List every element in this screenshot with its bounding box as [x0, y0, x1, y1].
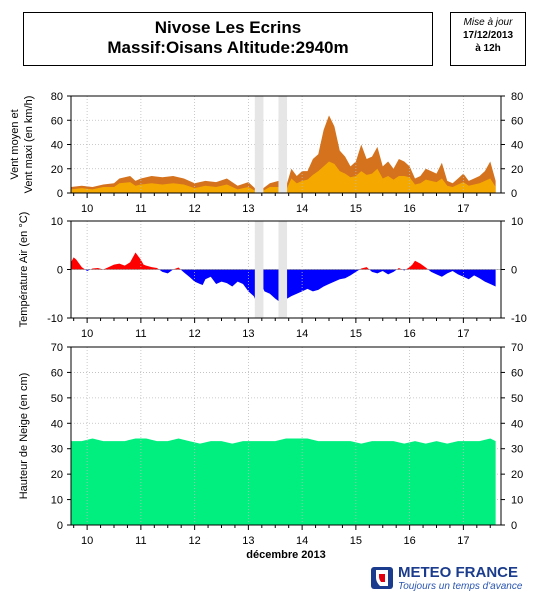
- y-tick-label: 60: [51, 367, 63, 379]
- panel-frame: [70, 346, 502, 526]
- y-tick-label: 0: [511, 188, 517, 200]
- y-tick-label: 20: [51, 164, 63, 176]
- x-tick-label: 16: [404, 203, 416, 215]
- x-tick-label: 14: [296, 203, 308, 215]
- x-tick-label: 13: [242, 203, 254, 215]
- x-tick-label: 14: [296, 535, 308, 547]
- station-title-box: Nivose Les Ecrins Massif:Oisans Altitude…: [23, 12, 433, 66]
- y-tick-label: 60: [511, 115, 523, 127]
- x-tick-label: 12: [189, 203, 201, 215]
- y-tick-label: 30: [51, 444, 63, 456]
- x-tick-label: 10: [81, 203, 93, 215]
- y-tick-label: 80: [51, 91, 63, 103]
- y-tick-label: 20: [51, 469, 63, 481]
- x-tick-label: 14: [296, 328, 308, 340]
- y-tick-label: 20: [511, 164, 523, 176]
- x-tick-label: 16: [404, 328, 416, 340]
- missing-data-band: [254, 96, 264, 193]
- y-tick-label: 0: [511, 265, 517, 277]
- y-axis-title: Vent maxi (en km/h): [23, 96, 35, 194]
- y-tick-label: 80: [511, 91, 523, 103]
- station-massif-altitude: Massif:Oisans Altitude:2940m: [107, 38, 349, 57]
- x-tick-label: 13: [242, 535, 254, 547]
- missing-data-band: [278, 96, 288, 193]
- y-tick-label: 0: [511, 520, 517, 532]
- y-tick-label: 10: [511, 216, 523, 228]
- y-tick-label: 40: [511, 418, 523, 430]
- x-tick-label: 10: [81, 535, 93, 547]
- update-label: Mise à jour: [463, 17, 513, 28]
- y-tick-label: 0: [57, 265, 63, 277]
- y-tick-label: 70: [51, 342, 63, 354]
- y-tick-label: 10: [511, 495, 523, 507]
- x-tick-label: 17: [457, 203, 469, 215]
- y-axis-title: Hauteur de Neige (en cm): [18, 373, 30, 500]
- x-tick-label: 17: [457, 328, 469, 340]
- y-tick-label: 40: [51, 418, 63, 430]
- brand-name: METEO FRANCE: [398, 564, 518, 581]
- x-tick-label: 15: [350, 203, 362, 215]
- update-date: 17/12/2013: [462, 30, 514, 41]
- station-name: Nivose Les Ecrins: [154, 18, 302, 37]
- y-tick-label: 10: [51, 495, 63, 507]
- update-time: à 12h: [475, 43, 501, 54]
- update-info-box: Mise à jour 17/12/2013 à 12h: [450, 12, 526, 66]
- x-tick-label: 10: [81, 328, 93, 340]
- plot-area: [71, 115, 496, 193]
- missing-data-band: [254, 221, 264, 318]
- y-tick-label: 40: [51, 140, 63, 152]
- series-area-0: [71, 115, 496, 193]
- y-axis-title: Vent moyen et: [9, 109, 21, 179]
- y-tick-label: 0: [57, 188, 63, 200]
- brand-tagline: Toujours un temps d'avance: [398, 581, 523, 592]
- x-tick-label: 12: [189, 328, 201, 340]
- x-tick-label: 13: [242, 328, 254, 340]
- missing-data-band: [278, 221, 288, 318]
- x-tick-label: 12: [189, 535, 201, 547]
- y-tick-label: 40: [511, 140, 523, 152]
- y-tick-label: 50: [511, 393, 523, 405]
- y-tick-label: 0: [57, 520, 63, 532]
- snow-depth-area: [71, 438, 496, 525]
- y-tick-label: 30: [511, 444, 523, 456]
- y-tick-label: 20: [511, 469, 523, 481]
- y-tick-label: 50: [51, 393, 63, 405]
- y-tick-label: 10: [51, 216, 63, 228]
- temperature-above-zero: [71, 252, 496, 270]
- x-tick-label: 15: [350, 535, 362, 547]
- y-tick-label: 60: [51, 115, 63, 127]
- y-tick-label: -10: [511, 313, 527, 325]
- y-tick-label: 70: [511, 342, 523, 354]
- brand: METEO FRANCE Toujours un temps d'avance: [398, 565, 522, 593]
- series-area-1: [71, 161, 496, 193]
- y-tick-label: 60: [511, 367, 523, 379]
- x-tick-label: 16: [404, 535, 416, 547]
- x-tick-label: 11: [135, 535, 146, 547]
- y-tick-label: -10: [47, 313, 63, 325]
- x-tick-label: 11: [135, 203, 146, 215]
- x-tick-label: 11: [135, 328, 146, 340]
- y-axis-title: Température Air (en °C): [18, 212, 30, 328]
- plot-area: [71, 438, 496, 525]
- x-tick-label: 17: [457, 535, 469, 547]
- x-axis-title: décembre 2013: [246, 549, 326, 561]
- meteo-france-logo-icon: [371, 567, 393, 589]
- x-tick-label: 15: [350, 328, 362, 340]
